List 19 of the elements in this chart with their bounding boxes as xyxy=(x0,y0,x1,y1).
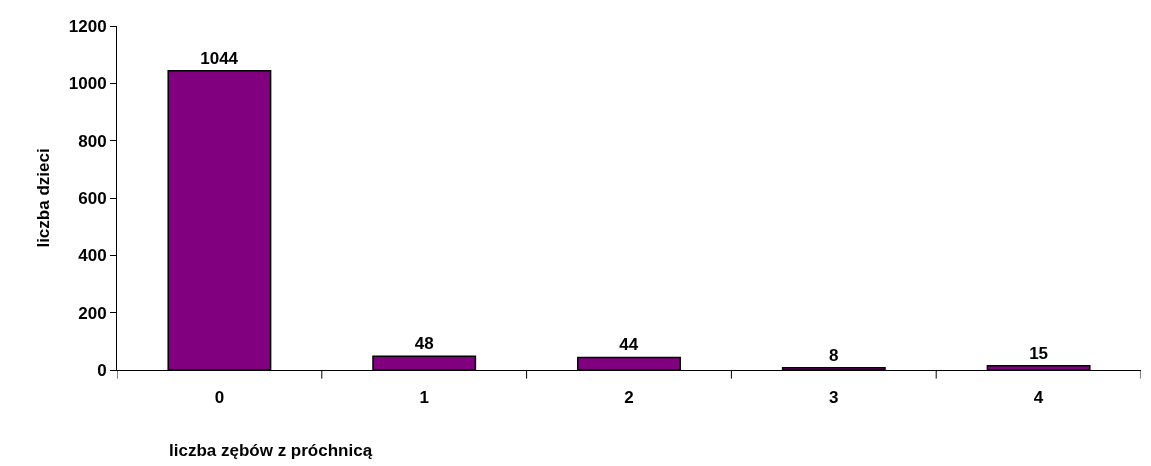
x-tick-label: 0 xyxy=(214,388,225,408)
y-axis-title: liczba dzieci xyxy=(34,148,54,248)
x-tick-label: 1 xyxy=(419,388,429,408)
y-tick-label: 600 xyxy=(78,188,107,208)
x-axis-title: liczba zębów z próchnicą xyxy=(169,441,373,460)
data-label: 8 xyxy=(829,345,839,365)
data-label: 15 xyxy=(1029,343,1049,363)
y-tick-label: 0 xyxy=(97,360,107,380)
x-tick-label: 3 xyxy=(829,388,839,408)
data-label: 48 xyxy=(414,334,434,354)
x-tick-label: 2 xyxy=(624,388,634,408)
y-tick-label: 1200 xyxy=(68,16,107,36)
x-tick-label: 4 xyxy=(1033,388,1044,408)
y-tick-label: 800 xyxy=(78,131,107,151)
data-label: 44 xyxy=(619,335,639,355)
y-tick-label: 400 xyxy=(78,246,107,266)
data-label: 1044 xyxy=(200,48,239,68)
y-tick-label: 1000 xyxy=(68,74,107,94)
y-tick-label: 200 xyxy=(78,303,107,323)
